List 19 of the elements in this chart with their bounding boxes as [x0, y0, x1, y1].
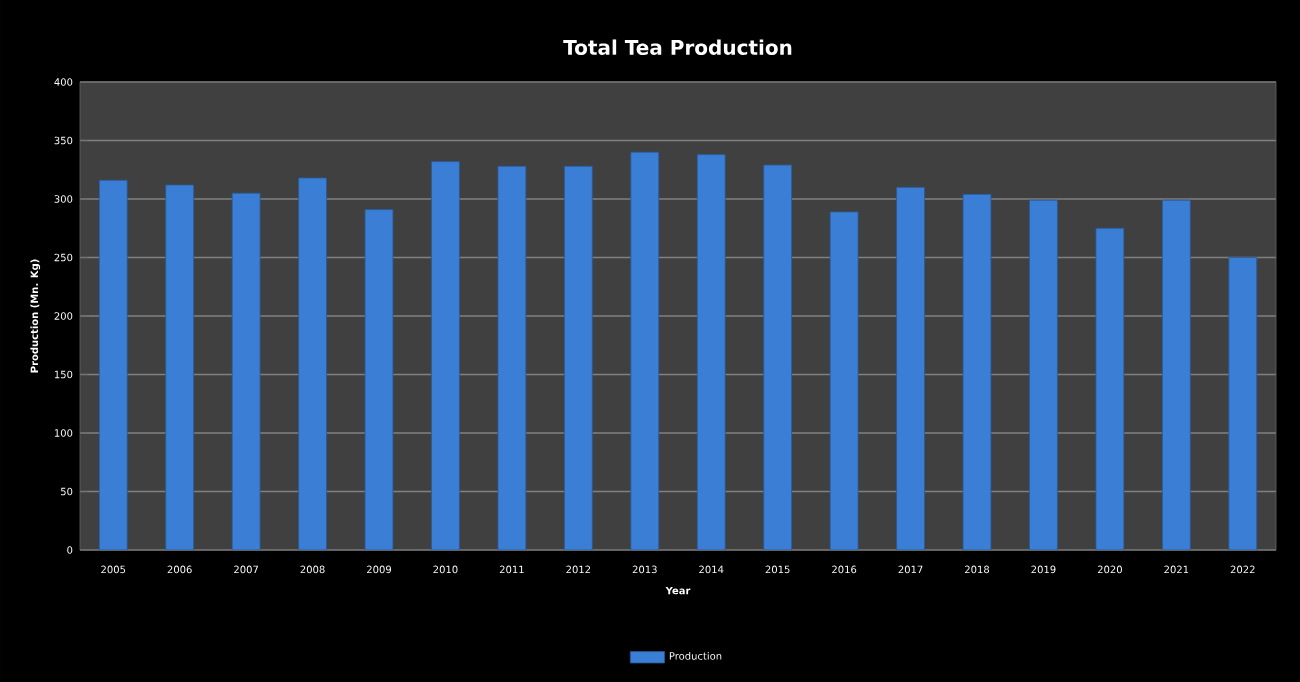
bar — [962, 193, 992, 550]
bar — [98, 179, 128, 550]
bar — [165, 184, 195, 550]
bar — [829, 211, 859, 550]
bar — [1228, 257, 1258, 550]
bar — [364, 209, 394, 550]
bar — [431, 161, 460, 550]
bar — [1095, 227, 1125, 550]
bar — [298, 177, 327, 550]
bar — [563, 165, 593, 550]
chart-title: Total Tea Production — [563, 39, 792, 55]
bar — [231, 192, 261, 550]
bar — [497, 165, 527, 550]
bar — [696, 154, 726, 550]
bar — [896, 186, 925, 550]
bar — [1029, 199, 1058, 550]
bar — [1161, 199, 1191, 550]
bar — [630, 151, 660, 550]
bar — [763, 164, 793, 550]
